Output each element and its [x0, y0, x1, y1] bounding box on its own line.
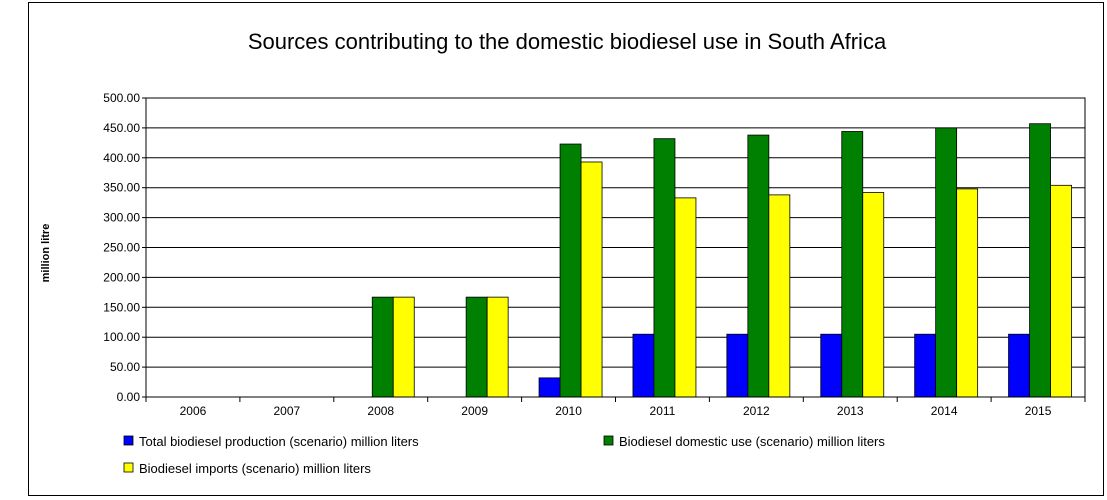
bar-biodiesel-2013 [862, 192, 885, 398]
bar-biodiesel-2012 [768, 194, 791, 398]
bar-total-2013 [820, 333, 843, 398]
x-tick-label: 2012 [743, 404, 770, 418]
y-tick-label: 350.00 [103, 181, 140, 195]
x-tick-label: 2011 [650, 404, 676, 418]
bar-biodiesel-2013 [841, 131, 864, 398]
axis-layer: 0.00 50.00 100.00 150.00 200.00 250.00 300.00 3… [103, 91, 1086, 418]
x-tick-label: 2006 [180, 404, 207, 418]
chart-svg: Sources contributing to the domestic bio… [40, 29, 1086, 476]
bar-biodiesel-2010 [580, 161, 603, 398]
x-tick-label: 2007 [273, 404, 300, 418]
y-tick-label: 150.00 [103, 300, 140, 314]
bar-total-2010 [538, 377, 561, 398]
x-tick-label: 2015 [1025, 404, 1052, 418]
legend-swatch [123, 462, 134, 473]
bar-biodiesel-2009 [465, 296, 488, 398]
bar-biodiesel-2009 [486, 296, 509, 398]
legend-swatch [123, 435, 134, 446]
bar-biodiesel-2015 [1029, 123, 1051, 398]
x-tick-label: 2013 [837, 404, 864, 418]
bar-total-2015 [1008, 333, 1030, 398]
y-tick-label: 50.00 [110, 360, 140, 374]
x-tick-label: 2009 [461, 404, 488, 418]
bar-biodiesel-2012 [747, 134, 770, 398]
bar-biodiesel-2014 [956, 188, 979, 398]
legend-label: Total biodiesel production (scenario) mi… [139, 434, 419, 449]
legend-label: Biodiesel domestic use (scenario) millio… [619, 434, 885, 449]
chart-frame: Sources contributing to the domestic bio… [28, 2, 1104, 496]
y-tick-label: 300.00 [103, 211, 140, 225]
bar-biodiesel-2011 [653, 138, 676, 398]
legend-swatch [603, 435, 614, 446]
chart-title: Sources contributing to the domestic bio… [248, 29, 887, 54]
y-tick-label: 400.00 [103, 151, 140, 165]
bar-biodiesel-2010 [559, 143, 582, 398]
bar-total-2011 [632, 333, 655, 398]
y-axis-label: million litre [40, 224, 52, 283]
y-tick-label: 250.00 [103, 241, 140, 255]
legend-label: Biodiesel imports (scenario) million lit… [139, 461, 371, 476]
y-tick-label: 0.00 [117, 390, 141, 404]
bar-total-2012 [726, 333, 749, 398]
x-tick-label: 2008 [367, 404, 394, 418]
bar-biodiesel-2011 [674, 197, 697, 398]
x-tick-label: 2014 [931, 404, 958, 418]
bar-biodiesel-2015 [1050, 184, 1072, 398]
bar-biodiesel-2008 [392, 296, 415, 398]
legend: Total biodiesel production (scenario) mi… [123, 434, 885, 476]
bar-biodiesel-2014 [935, 127, 958, 398]
bars-layer [371, 123, 1072, 398]
y-tick-label: 100.00 [103, 330, 140, 344]
x-tick-label: 2010 [555, 404, 582, 418]
y-tick-label: 200.00 [103, 270, 140, 284]
bar-biodiesel-2008 [371, 296, 394, 398]
y-tick-label: 450.00 [103, 121, 140, 135]
y-tick-label: 500.00 [103, 91, 140, 105]
bar-total-2014 [914, 333, 937, 398]
